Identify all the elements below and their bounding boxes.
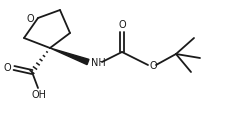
Text: NH: NH — [91, 58, 106, 68]
Text: O: O — [26, 14, 34, 24]
Text: O: O — [150, 61, 158, 71]
Polygon shape — [50, 48, 89, 65]
Text: O: O — [118, 20, 126, 30]
Text: O: O — [3, 63, 11, 73]
Text: OH: OH — [32, 90, 47, 100]
